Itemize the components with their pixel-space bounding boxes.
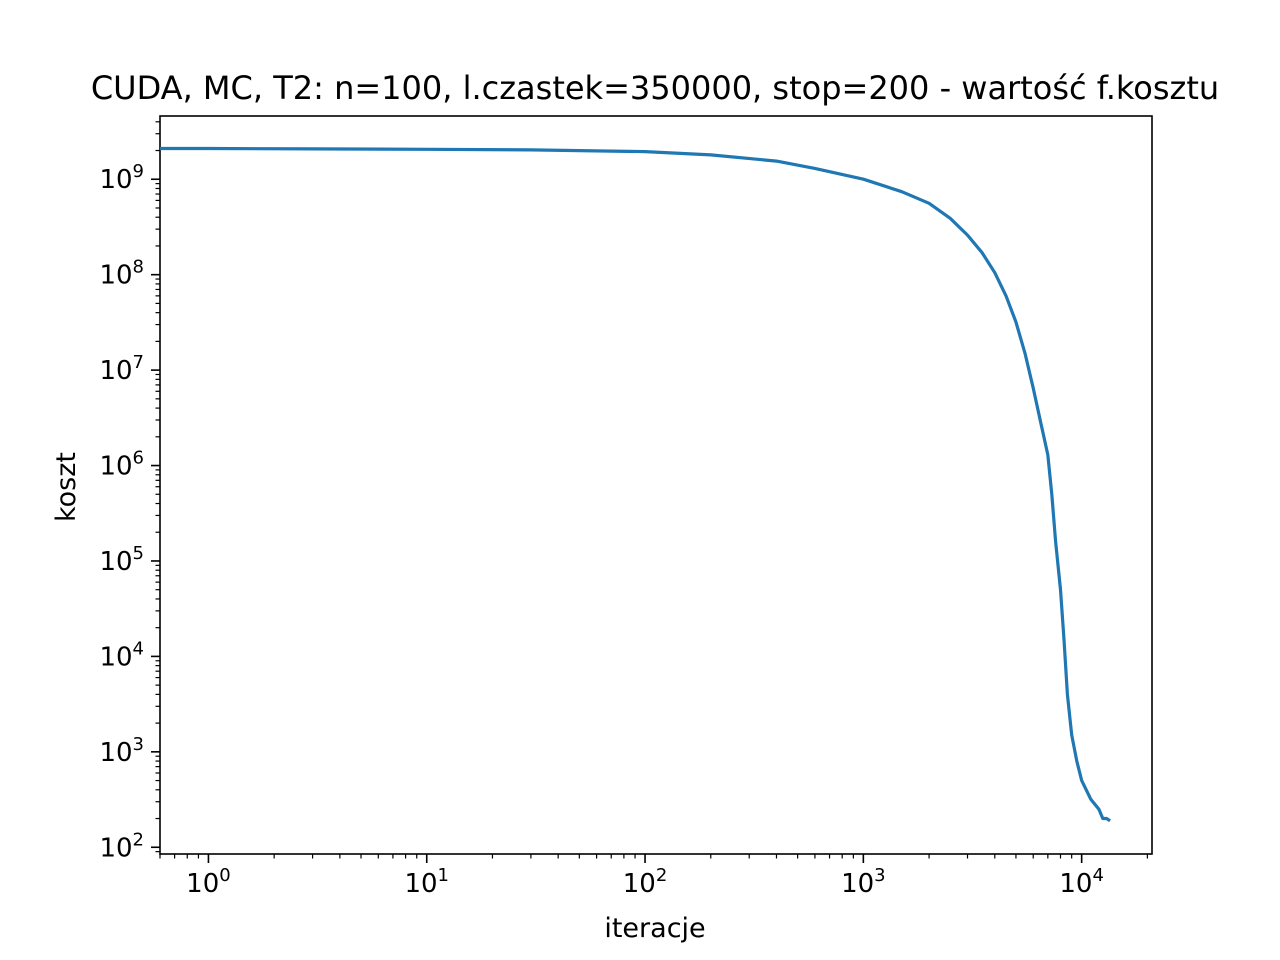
x-tick-label: 101 xyxy=(404,865,449,899)
y-tick-label: 106 xyxy=(99,448,144,482)
x-axis-label: iteracje xyxy=(604,913,705,944)
series-line-koszt xyxy=(160,146,1111,823)
y-tick-label: 109 xyxy=(99,161,144,195)
x-tick-label: 100 xyxy=(186,865,231,899)
y-tick-label: 105 xyxy=(99,543,144,577)
chart-title: CUDA, MC, T2: n=100, l.czastek=350000, s… xyxy=(91,69,1219,107)
y-tick-label: 108 xyxy=(99,257,144,291)
y-tick-label: 104 xyxy=(99,638,144,672)
x-tick-label: 102 xyxy=(623,865,668,899)
y-tick-label: 107 xyxy=(99,352,144,386)
y-tick-label: 103 xyxy=(99,734,144,768)
y-axis-ticks: 102 103 104 105 106 107 108 109 xyxy=(99,121,160,863)
x-tick-label: 103 xyxy=(841,865,886,899)
x-axis-ticks: 100 101 102 103 104 xyxy=(159,854,1148,899)
y-axis-label: koszt xyxy=(51,452,82,522)
plot-area-frame xyxy=(159,115,1153,855)
x-tick-label: 104 xyxy=(1059,865,1104,899)
y-tick-label: 102 xyxy=(99,829,144,863)
